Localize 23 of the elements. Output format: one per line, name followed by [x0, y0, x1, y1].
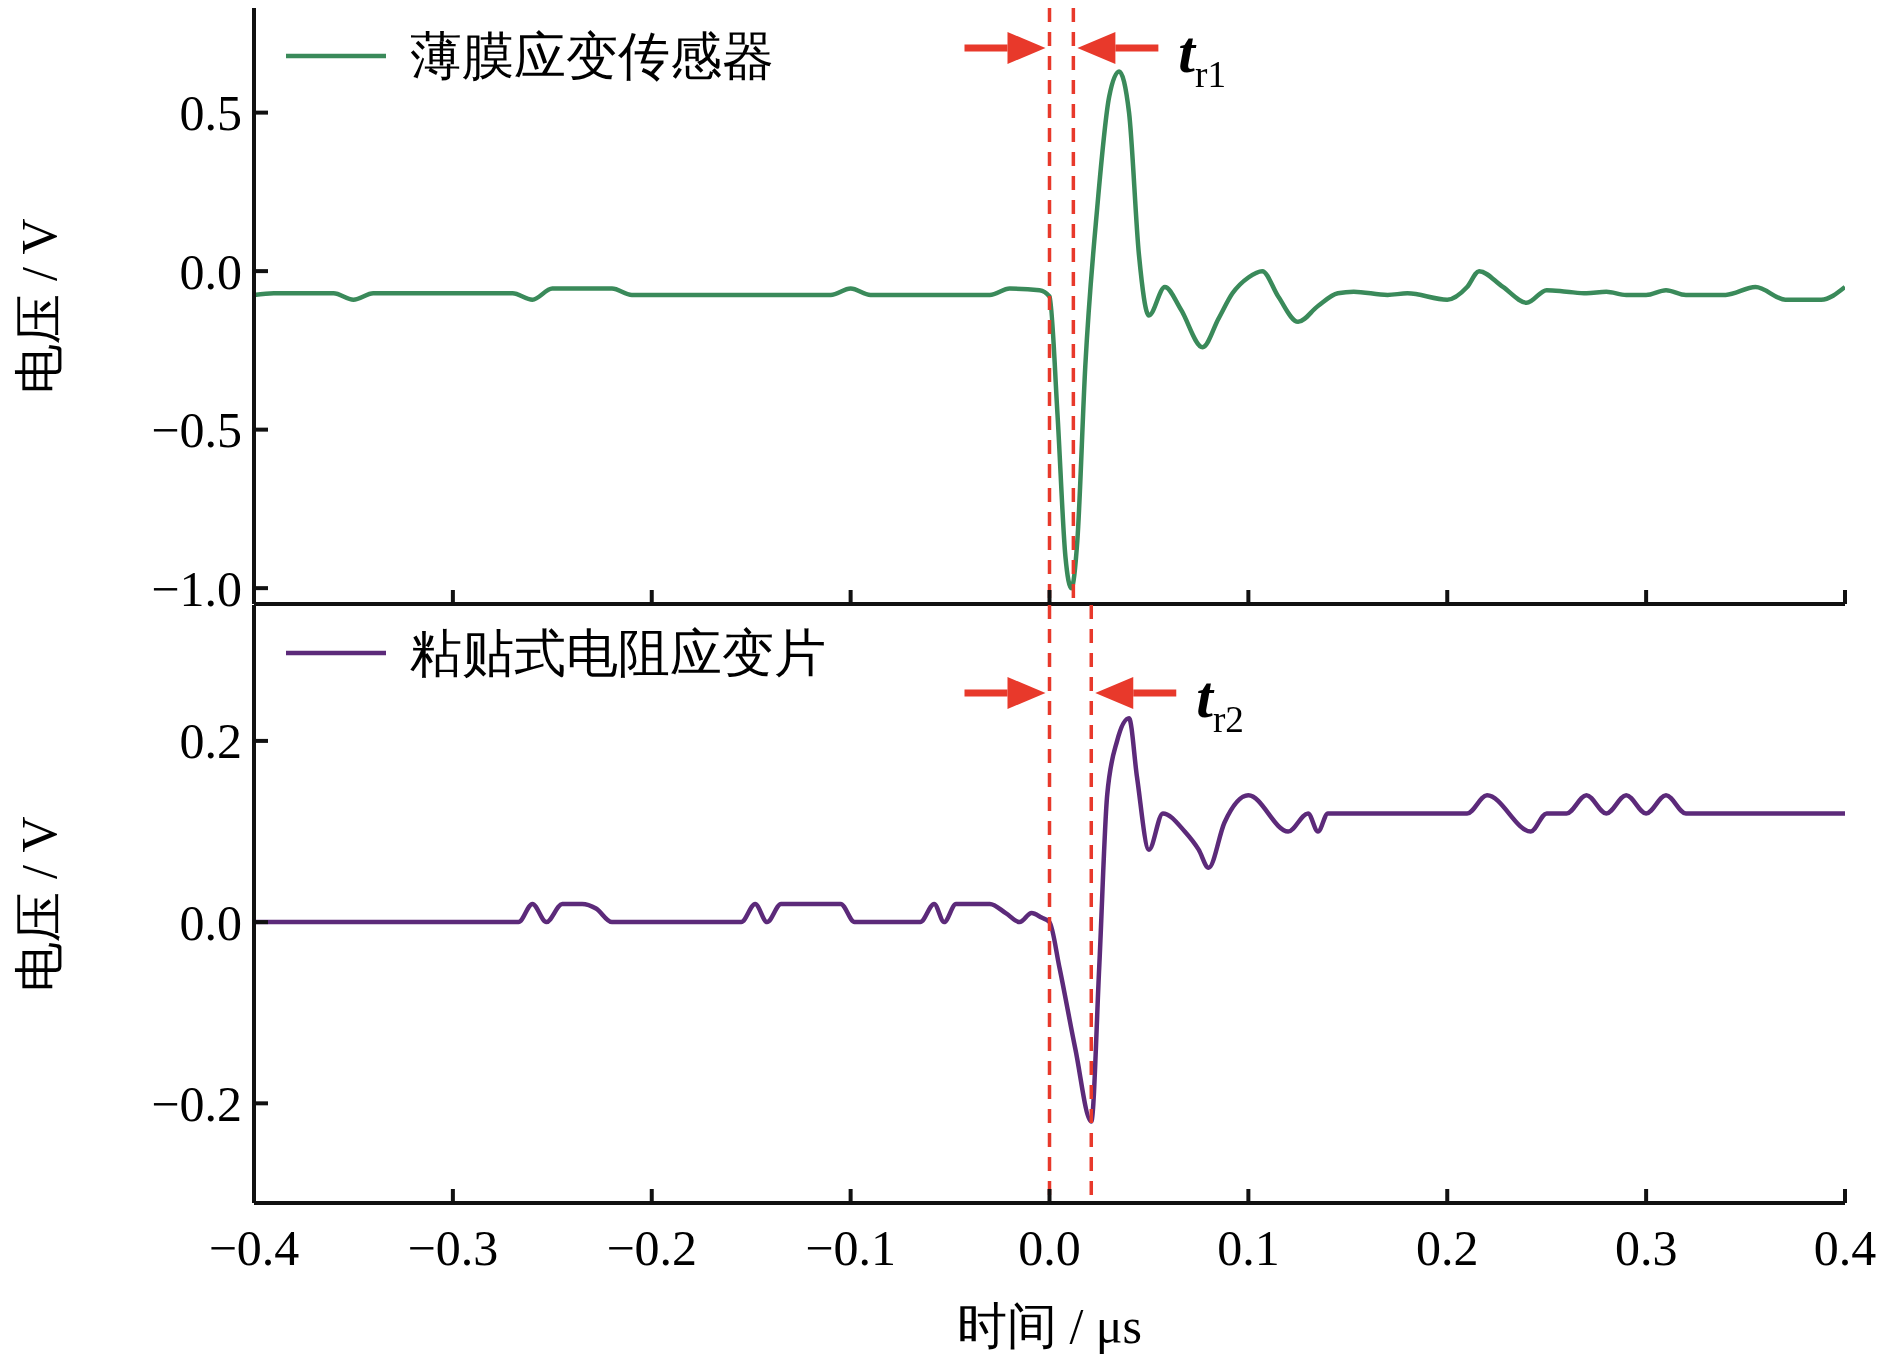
x-tick-label: 0.0 — [1018, 1220, 1081, 1276]
x-tick-label: −0.1 — [805, 1220, 896, 1276]
legend-label: 薄膜应变传感器 — [410, 28, 774, 86]
annotation: t$_{r2}$ — [1196, 664, 1244, 740]
y-tick-label: 0.0 — [179, 243, 242, 300]
legend-label: 粘贴式电阻应变片 — [410, 625, 826, 683]
y-tick-label: −1.0 — [151, 560, 242, 617]
x-axis-title: 时间 / μs — [956, 1298, 1143, 1354]
y-tick-label: 0.0 — [179, 894, 242, 951]
x-tick-label: 0.1 — [1217, 1220, 1280, 1276]
x-tick-label: −0.3 — [407, 1220, 499, 1276]
x-tick-label: −0.2 — [606, 1220, 698, 1276]
y-tick-label: −0.2 — [151, 1075, 242, 1132]
y-tick-label: −0.5 — [151, 402, 242, 459]
y-axis-title: 电压 / V — [11, 816, 67, 992]
x-tick-label: 0.4 — [1813, 1220, 1877, 1276]
y-axis-title: 电压 / V — [11, 218, 67, 394]
x-tick-label: 0.3 — [1614, 1220, 1678, 1276]
x-tick-label: 0.2 — [1416, 1220, 1479, 1276]
y-tick-label: 0.5 — [179, 85, 242, 142]
y-tick-label: 0.2 — [179, 713, 242, 770]
x-tick-label: −0.4 — [208, 1220, 300, 1276]
annotation: t$_{r1}$ — [1178, 19, 1227, 95]
